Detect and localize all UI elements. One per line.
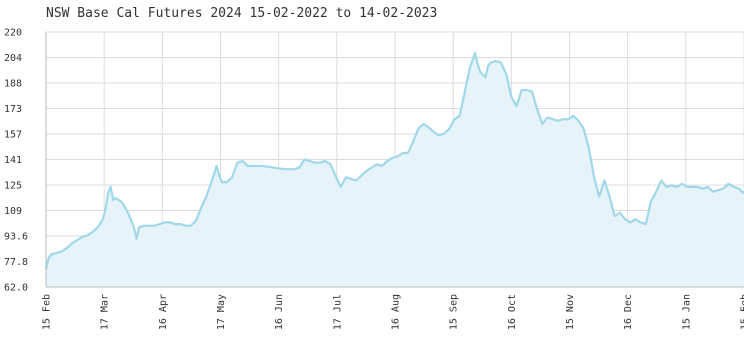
x-tick-label: 15 Nov <box>565 294 576 330</box>
x-tick-label: 16 Aug <box>391 294 402 330</box>
y-tick-label: 188 <box>4 79 22 90</box>
y-tick-label: 220 <box>4 28 22 39</box>
x-tick-label: 15 Sep <box>449 294 460 330</box>
y-tick-label: 93.6 <box>4 232 28 243</box>
y-tick-label: 62.0 <box>4 283 28 294</box>
y-tick-label: 173 <box>4 104 22 115</box>
y-tick-label: 204 <box>4 53 22 64</box>
y-tick-label: 141 <box>4 155 22 166</box>
y-tick-label: 125 <box>4 181 22 192</box>
x-tick-label: 16 Jun <box>274 294 285 330</box>
x-tick-label: 17 Jul <box>332 294 343 330</box>
x-tick-label: 17 Mar <box>100 294 111 330</box>
x-tick-label: 15 Jan <box>681 294 692 330</box>
y-tick-labels: 220 204 188 173 157 141 125 109 93.6 77.8 62.0 <box>4 28 28 294</box>
y-tick-label: 157 <box>4 130 22 141</box>
y-tick-label: 77.8 <box>4 257 28 268</box>
x-tick-label: 15 Feb <box>740 294 744 330</box>
x-tick-label: 15 Feb <box>42 294 53 330</box>
x-tick-label: 16 Oct <box>507 294 518 330</box>
x-tick-labels: 15 Feb 17 Mar 16 Apr 17 May 16 Jun 17 Jul 16 A… <box>42 294 744 330</box>
x-tick-label: 16 Dec <box>623 294 634 330</box>
y-tick-label: 109 <box>4 206 22 217</box>
chart-title: NSW Base Cal Futures 2024 15-02-2022 to … <box>46 6 437 21</box>
x-tick-label: 17 May <box>216 294 227 330</box>
x-tick-label: 16 Apr <box>158 294 169 330</box>
